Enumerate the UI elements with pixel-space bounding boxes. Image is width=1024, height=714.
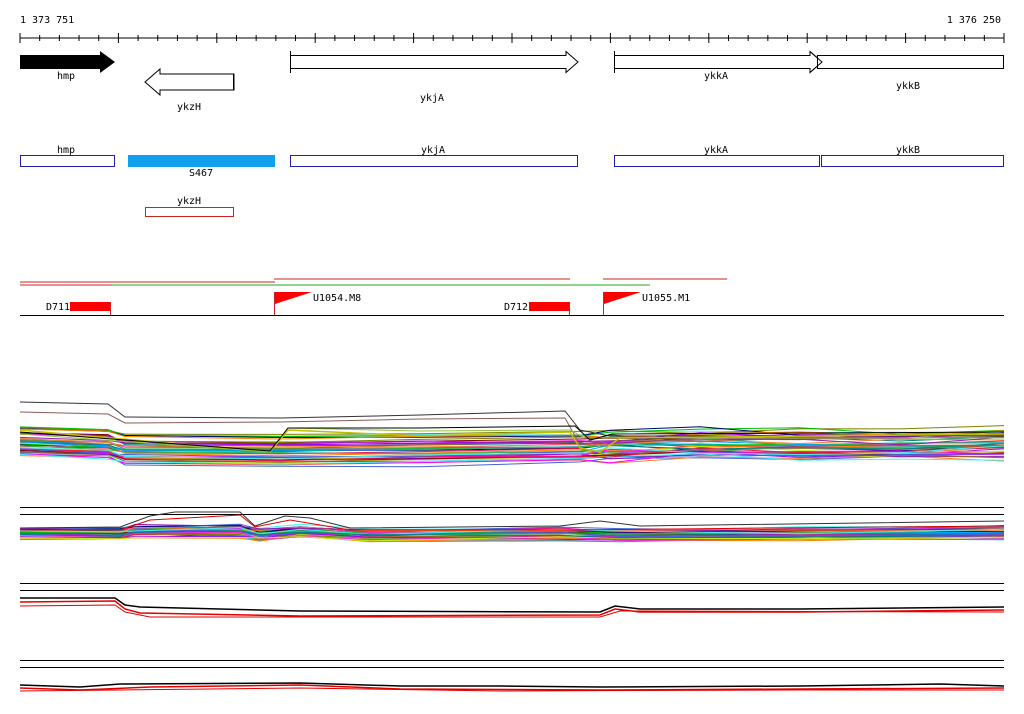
gene-label-ykzH: ykzH xyxy=(177,102,201,113)
expression-profile-line xyxy=(19,445,1005,460)
gene-overlap-arrowhead xyxy=(809,51,823,73)
expression-profile-line-red xyxy=(19,600,1005,617)
expression-profile-line-black xyxy=(19,682,1005,688)
expression-profile-line-dark xyxy=(19,511,1005,529)
gene-arrow-hmp[interactable] xyxy=(20,51,115,73)
expression-profile-line xyxy=(19,526,1005,533)
expression-profile-line xyxy=(19,528,1005,536)
feature-track: hmp S467 ykjA ykkA ykkB ykzH xyxy=(20,145,1004,217)
ruler-ticks xyxy=(19,33,1005,43)
expression-profile-line xyxy=(19,531,1005,542)
feature-box-ykjA[interactable] xyxy=(290,155,578,167)
feature-label-ykkB: ykkB xyxy=(896,145,920,156)
expression-panel-4 xyxy=(19,660,1005,692)
expression-profile-line xyxy=(19,530,1005,539)
feature-label-hmp: hmp xyxy=(57,145,75,156)
feature-box-ykzH[interactable] xyxy=(145,207,234,217)
gene-label-ykkA: ykkA xyxy=(704,71,728,82)
gene-arrow-ykzH[interactable] xyxy=(144,67,235,97)
feature-label-s467: S467 xyxy=(189,168,213,179)
marker-flag-u1054[interactable] xyxy=(275,292,312,304)
expression-profile-line xyxy=(19,527,1005,535)
feature-box-ykkA[interactable] xyxy=(614,155,820,167)
gene-label-ykkB: ykkB xyxy=(896,81,920,92)
marker-label-u1055: U1055.M1 xyxy=(642,293,690,304)
feature-box-hmp[interactable] xyxy=(20,155,115,167)
feature-label-ykzH: ykzH xyxy=(177,196,201,207)
expression-profile-line-dark xyxy=(19,401,1004,437)
marker-flag-u1055[interactable] xyxy=(604,292,641,304)
gene-arrow-ykkA[interactable] xyxy=(614,50,823,74)
marker-label-u1054: U1054.M8 xyxy=(313,293,361,304)
marker-block-d712[interactable] xyxy=(529,302,570,311)
expression-profile-line xyxy=(19,453,1005,465)
feature-box-s467[interactable] xyxy=(128,155,275,167)
expression-profile-line xyxy=(19,453,1005,468)
expression-profile-line-red xyxy=(19,684,1005,691)
feature-label-ykjA: ykjA xyxy=(421,145,445,156)
marker-block-d711[interactable] xyxy=(70,302,111,311)
expression-profile-line xyxy=(19,446,1005,462)
expression-profile-line-black xyxy=(20,597,1005,613)
expression-panel-3 xyxy=(19,583,1005,618)
marker-track: D711 U1054.M8 D712 U1055.M1 xyxy=(20,278,1004,316)
coordinate-ruler: 1 373 751 1 376 250 xyxy=(19,15,1005,43)
gene-label-ykjA: ykjA xyxy=(420,93,444,104)
marker-label-d712: D712 xyxy=(504,302,528,313)
expression-panel-1 xyxy=(19,401,1005,468)
expression-profile-line xyxy=(19,536,1005,542)
expression-profile-line-brown xyxy=(19,411,1005,446)
gene-arrow-ykjA[interactable] xyxy=(290,50,579,74)
expression-profile-line-black xyxy=(19,425,1005,452)
feature-box-ykkB[interactable] xyxy=(821,155,1004,167)
gene-box-ykkB[interactable] xyxy=(817,55,1004,69)
expression-panel-2 xyxy=(19,507,1005,543)
expression-profile-line xyxy=(19,436,1005,446)
expression-profile-line xyxy=(19,425,1005,435)
expression-profile-line-red xyxy=(20,514,1005,531)
expression-profile-line-olive xyxy=(19,427,1004,453)
gene-track: hmp ykzH ykjA ykkA ykkB xyxy=(20,50,1004,113)
gene-label-hmp: hmp xyxy=(57,71,75,82)
marker-label-d711: D711 xyxy=(46,302,70,313)
feature-label-ykkA: ykkA xyxy=(704,145,728,156)
end-coordinate-label: 1 376 250 xyxy=(947,15,1001,26)
start-coordinate-label: 1 373 751 xyxy=(20,15,74,26)
expression-profile-line-red-2 xyxy=(19,604,1005,618)
expression-profile-line-red-2 xyxy=(19,687,1004,692)
